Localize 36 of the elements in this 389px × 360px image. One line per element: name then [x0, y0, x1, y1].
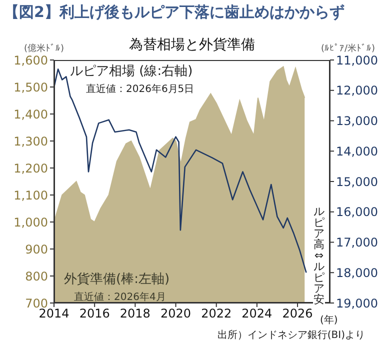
y-tick-label: 1,500 — [14, 80, 48, 94]
y-tick-label: 1,400 — [14, 107, 48, 122]
annotation: ルピア相場 (線:右軸) — [70, 63, 193, 80]
y-tick-label: 800 — [25, 269, 48, 284]
annotation: 外貨準備(棒:左軸) — [64, 271, 170, 288]
y2-tick-label: 15,000 — [336, 174, 378, 189]
annotation: 直近値：2026年4月 — [74, 290, 166, 304]
text: 出所）インドネシア銀行(BI)より — [217, 328, 365, 342]
y-tick-label: 1,600 — [14, 53, 48, 68]
x-tick-label: 2020 — [160, 306, 192, 321]
x-tick-label: 2016 — [79, 306, 110, 321]
x-tick-label: 2014 — [38, 306, 70, 321]
y-axis-title: (億米ﾄﾞﾙ) — [24, 42, 64, 55]
x-tick-label: 2018 — [120, 306, 150, 321]
y-tick-label: 1,000 — [14, 215, 48, 230]
y2-tick-label: 12,000 — [336, 84, 378, 98]
y-tick-label: 1,200 — [14, 161, 48, 176]
y2-axis-title: (ﾙﾋﾟｱ/米ﾄﾞﾙ) — [320, 42, 375, 55]
annotation: 直近値：2026年6月5日 — [86, 82, 194, 96]
x-tick-label: 2024 — [242, 306, 272, 321]
y2-tick-label: 11,000 — [336, 53, 378, 68]
x-tick-label: 2022 — [201, 306, 232, 321]
y-tick-label: 900 — [25, 242, 48, 256]
y2-tick-label: 16,000 — [336, 205, 378, 220]
y-tick-label: 1,100 — [14, 188, 48, 202]
text: ルピア高⇔ルピア安 — [314, 205, 324, 306]
chart-subtitle: 為替相場と外貨準備 — [129, 37, 255, 53]
y2-tick-label: 14,000 — [336, 144, 378, 158]
y2-tick-label: 13,000 — [336, 114, 378, 128]
text: (年) — [320, 314, 338, 327]
y-tick-label: 1,300 — [14, 134, 48, 148]
y2-tick-label: 17,000 — [336, 236, 378, 250]
x-tick-label: 2026 — [282, 306, 313, 321]
chart-title: 【図2】利上げ後もルピア下落に歯止めはかからず — [4, 3, 344, 22]
y2-tick-label: 18,000 — [336, 266, 378, 280]
y2-tick-label: 19,000 — [336, 296, 378, 310]
